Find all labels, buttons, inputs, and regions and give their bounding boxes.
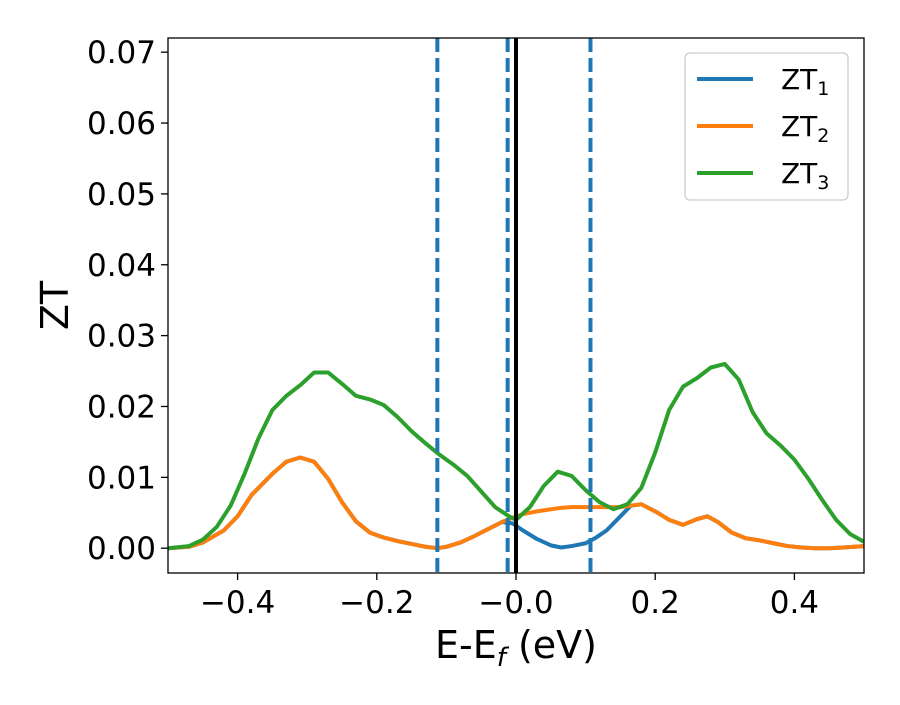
y-tick-label: 0.02 [87,389,156,425]
y-tick-label: 0.07 [87,35,156,71]
legend-label-main: ZT [781,110,818,143]
x-tick-label: −0.4 [200,585,275,621]
y-tick-label: 0.00 [87,531,156,567]
y-tick-label: 0.01 [87,460,156,496]
legend-label-subscript: 1 [817,78,829,100]
x-axis-label: E-Ef (eV) [435,623,597,673]
x-tick-label: −0.2 [339,585,414,621]
legend-label-zt3: ZT3 [781,157,829,194]
legend-label-zt2: ZT2 [781,110,829,147]
y-tick-label: 0.03 [87,319,156,355]
x-axis-label-main: E-E [435,623,497,667]
legend-label-zt1: ZT1 [781,63,829,100]
ticks: −0.4 −0.2 −0.0 0.2 0.4 0.00 0.01 0.02 0.03 0.04 0.… [87,35,819,621]
x-tick-label: 0.4 [770,585,819,621]
y-tick-label: 0.05 [87,177,156,213]
legend-label-main: ZT [781,63,818,96]
y-axis-label: ZT [33,280,77,330]
plot-layer [168,38,864,573]
legend-label-subscript: 3 [817,172,829,194]
x-tick-label: −0.0 [478,585,553,621]
legend-label-main: ZT [781,157,818,190]
y-tick-label: 0.04 [87,248,156,284]
legend-label-subscript: 2 [817,125,829,147]
y-tick-label: 0.06 [87,106,156,142]
plot-content [168,38,864,573]
x-tick-label: 0.2 [631,585,680,621]
x-axis-label-unit: (eV) [506,623,597,667]
series-line-zt2 [168,455,864,551]
legend-box [684,52,849,201]
axis-labels: E-Ef (eV) ZT [33,280,597,673]
